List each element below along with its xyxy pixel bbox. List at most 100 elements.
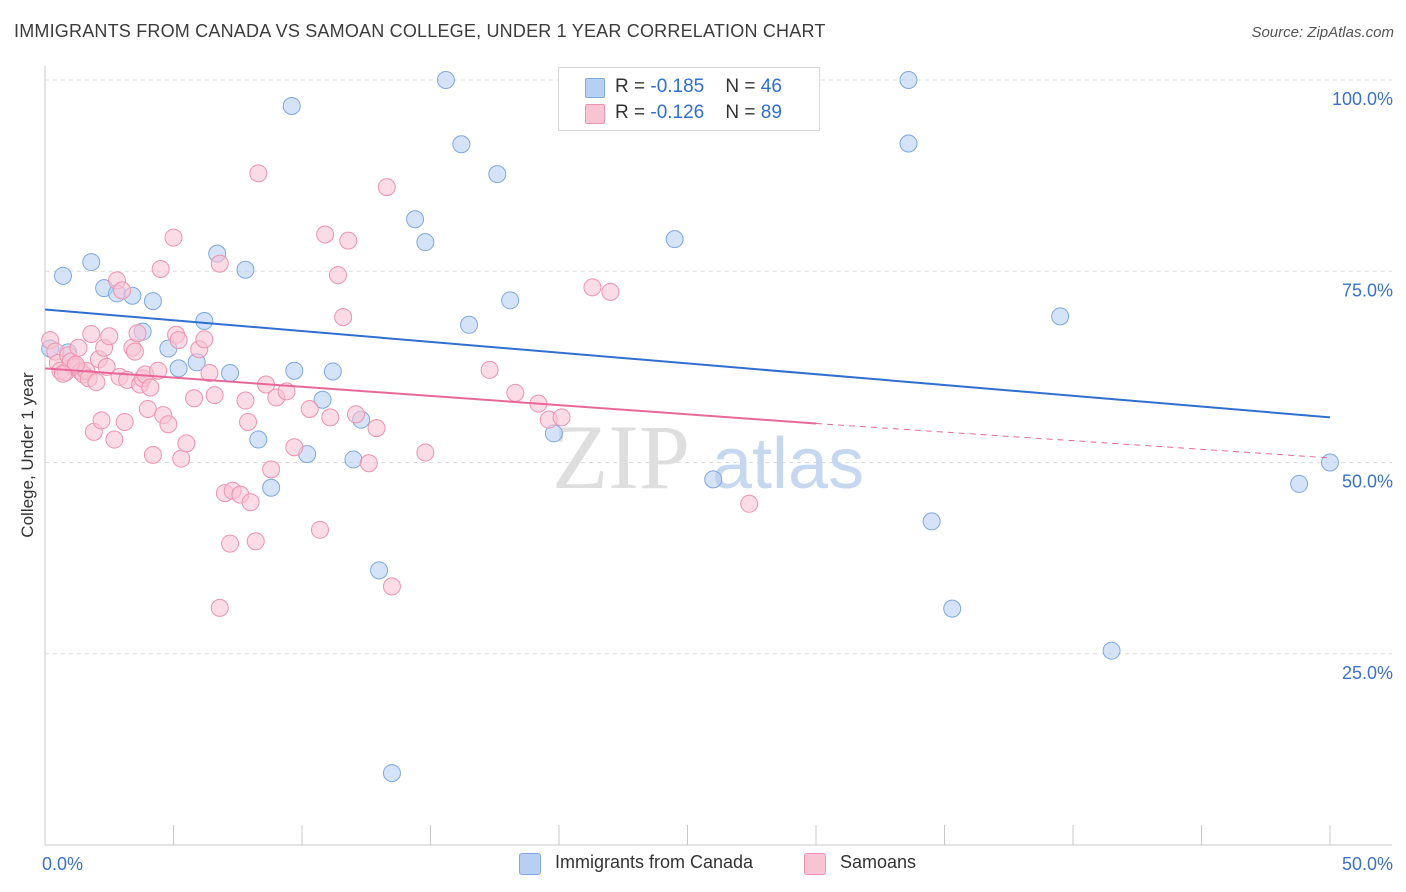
samoans-point [740, 494, 759, 513]
samoans-point [82, 324, 101, 343]
samoans-point [285, 438, 304, 457]
data-points [41, 71, 1339, 783]
samoans-trend-extension [815, 422, 1331, 459]
watermark: ZIP atlas [552, 406, 864, 508]
tick-labels: 25.0% 50.0% 75.0% 100.0% 0.0% 50.0% [42, 89, 1393, 874]
samoans-point [210, 598, 229, 617]
samoans-point [115, 412, 134, 431]
canada-swatch [585, 78, 605, 98]
y-tick-label: 75.0% [1342, 280, 1393, 300]
samoans-point [416, 443, 435, 462]
canada-point [416, 233, 435, 252]
samoans-point [321, 408, 340, 427]
samoans-point [143, 445, 162, 464]
samoans-point [53, 364, 72, 383]
canada-point [285, 361, 304, 380]
y-tick-label: 100.0% [1332, 89, 1393, 109]
samoans-point [382, 577, 401, 596]
n-value: 46 [760, 76, 782, 97]
canada-point [53, 266, 72, 285]
r-label: R = [615, 102, 651, 123]
samoans-point [310, 520, 329, 539]
y-tick-label: 25.0% [1342, 663, 1393, 683]
samoans-point [241, 493, 260, 512]
samoans-point [100, 327, 119, 346]
samoans-point [92, 411, 111, 430]
samoans-point [359, 454, 378, 473]
samoans-point [195, 330, 214, 349]
samoans-point [149, 361, 168, 380]
canada-trend-line [44, 308, 1331, 419]
canada-point [169, 359, 188, 378]
samoans-point [210, 254, 229, 273]
samoans-point [69, 338, 88, 357]
canada-point [282, 97, 301, 116]
samoans-point [601, 282, 620, 301]
canada-point [1102, 641, 1121, 660]
samoans-point [125, 342, 144, 361]
canada-point [899, 134, 918, 153]
r-label: R = [615, 76, 651, 97]
canada-point [382, 764, 401, 783]
canada-point [82, 253, 101, 272]
canada-legend-swatch [519, 853, 541, 875]
n-value: 89 [760, 102, 782, 123]
samoans-point [221, 534, 240, 553]
samoans-point [316, 225, 335, 244]
samoans-point [113, 281, 132, 300]
chart-title: IMMIGRANTS FROM CANADA VS SAMOAN COLLEGE… [14, 21, 826, 41]
samoans-point [249, 164, 268, 183]
canada-point [221, 363, 240, 382]
n-label: N = [725, 76, 761, 97]
samoans-point [236, 391, 255, 410]
canada-point [460, 315, 479, 334]
canada-point [501, 291, 520, 310]
canada-point [406, 210, 425, 229]
canada-legend-label: Immigrants from Canada [555, 852, 754, 872]
samoans-swatch [585, 104, 605, 124]
canada-point [452, 135, 471, 154]
canada-point [704, 470, 723, 489]
watermark-zip: ZIP [552, 406, 690, 508]
samoans-point [128, 324, 147, 343]
canada-point [1051, 307, 1070, 326]
samoans-point [506, 383, 525, 402]
canada-point [665, 230, 684, 249]
x-tick-label: 50.0% [1342, 854, 1393, 874]
canada-point [195, 311, 214, 330]
y-tick-label: 50.0% [1342, 472, 1393, 492]
canada-point [922, 512, 941, 531]
samoans-point [367, 419, 386, 438]
series-legend: Immigrants from Canada Samoans [0, 852, 1406, 878]
samoans-point [377, 178, 396, 197]
samoans-point [151, 259, 170, 278]
samoans-point [246, 532, 265, 551]
samoans-point [200, 363, 219, 382]
canada-point [436, 71, 455, 89]
stats-legend: R = -0.185 N = 46 R = -0.126 N = 89 [558, 67, 820, 131]
canada-point [262, 478, 281, 497]
samoans-point [66, 355, 85, 374]
source-credit: Source: ZipAtlas.com [1251, 24, 1394, 41]
samoans-point [97, 357, 116, 376]
trend-lines [44, 308, 1331, 459]
canada-point [1321, 453, 1339, 472]
canada-point [344, 450, 363, 469]
samoans-point [328, 266, 347, 285]
r-value: -0.185 [650, 76, 705, 97]
samoans-point [185, 389, 204, 408]
samoans-point [159, 415, 178, 434]
samoans-point [552, 408, 571, 427]
samoans-trend-line [44, 367, 817, 425]
canada-point [323, 362, 342, 381]
samoans-point [480, 360, 499, 379]
canada-point [313, 390, 332, 409]
samoans-point [239, 412, 258, 431]
samoans-point [346, 405, 365, 424]
canada-point [899, 71, 918, 89]
canada-point [143, 292, 162, 311]
r-value: -0.126 [650, 102, 705, 123]
samoans-point [262, 460, 281, 479]
samoans-point [334, 308, 353, 327]
samoans-point [177, 434, 196, 453]
